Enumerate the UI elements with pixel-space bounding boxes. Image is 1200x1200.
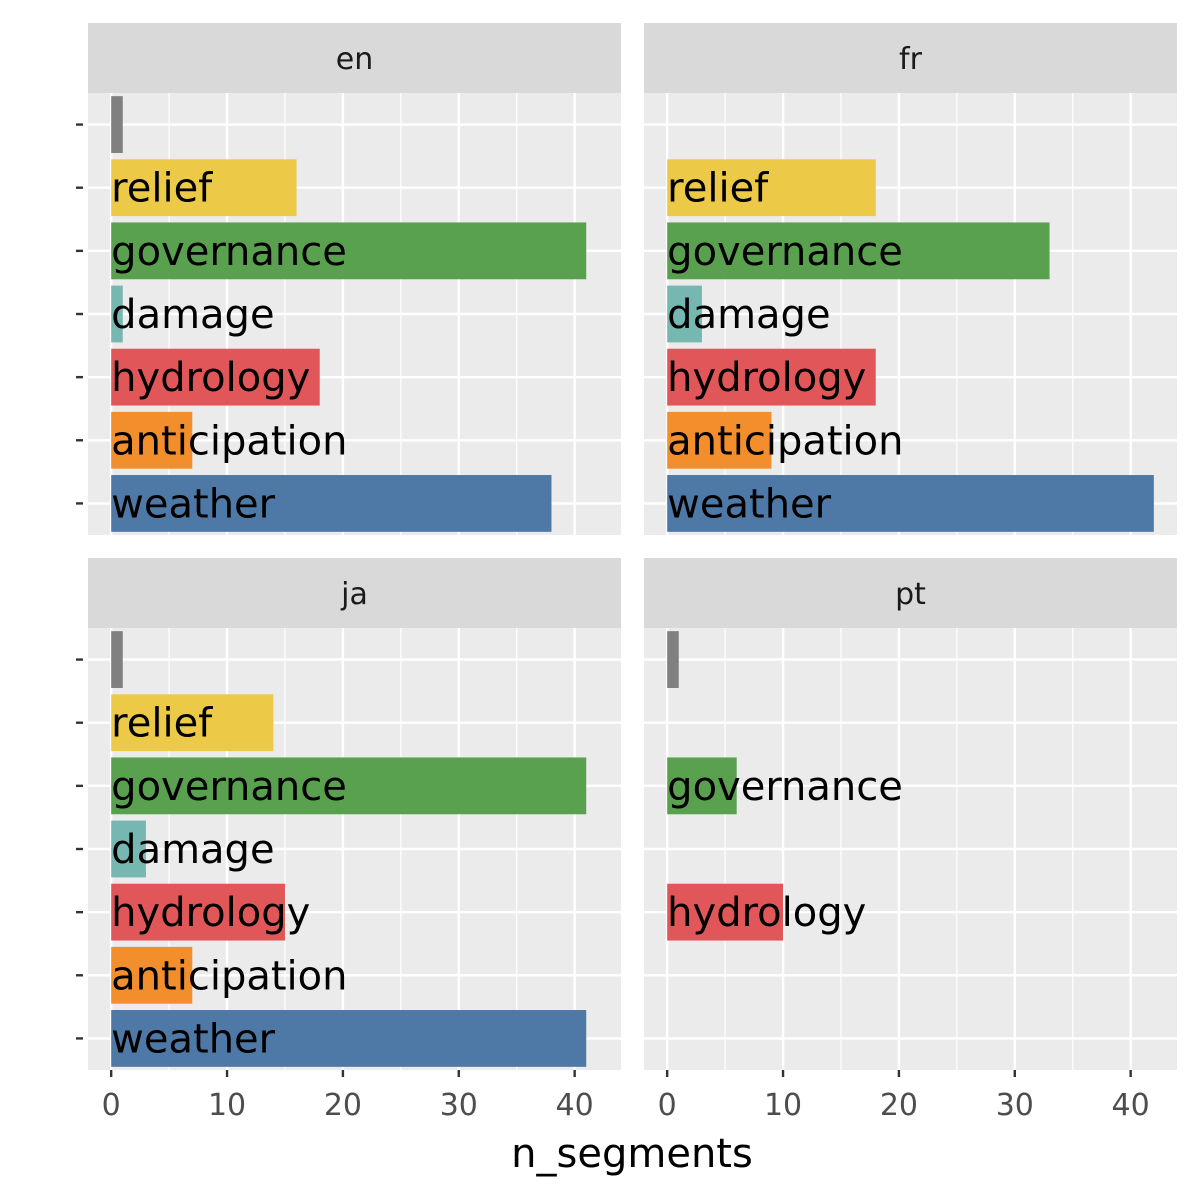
facet-strip-label: pt	[895, 577, 926, 612]
x-tick-label: 10	[208, 1088, 246, 1123]
x-tick-label: 30	[440, 1088, 478, 1123]
bar-label-hydrology: hydrology	[111, 890, 310, 936]
bar-weather	[111, 1010, 587, 1067]
bar-label-anticipation: anticipation	[111, 953, 347, 999]
facet-strip-label: fr	[899, 42, 923, 77]
bar-label-anticipation: anticipation	[667, 418, 903, 464]
bar-label-damage: damage	[111, 827, 274, 873]
bars	[667, 631, 784, 941]
bar-label-relief: relief	[111, 166, 213, 212]
bar-governance	[111, 222, 587, 280]
bars	[111, 96, 587, 532]
facet-strip-label: en	[336, 42, 373, 77]
bar-anticipation	[111, 946, 193, 1004]
bar-labels: weather anticipation hydrology damage govern…	[111, 701, 347, 1063]
bar-unlabeled	[111, 631, 123, 688]
bar-label-governance: governance	[111, 764, 347, 810]
x-tick-label: 40	[1112, 1088, 1150, 1123]
facet-strip	[644, 23, 1177, 93]
bar-label-relief: relief	[111, 701, 213, 747]
bar-governance	[667, 757, 737, 815]
bar-weather	[111, 475, 552, 532]
bar-hydrology	[111, 883, 285, 941]
bar-label-weather: weather	[667, 481, 831, 527]
bar-label-anticipation: anticipation	[111, 418, 347, 464]
bar-label-weather: weather	[111, 1016, 275, 1062]
bar-label-hydrology: hydrology	[667, 890, 866, 936]
bar-labels: hydrology governance	[667, 764, 903, 936]
panel-ja: ja weather anticipation hydrology damage gove…	[76, 558, 621, 1123]
x-tick-label: 10	[764, 1088, 802, 1123]
bar-unlabeled	[111, 96, 123, 153]
panel-en: en weather anticipation hydrology damage gove…	[76, 23, 621, 535]
bar-relief	[667, 159, 876, 217]
bar-hydrology	[667, 348, 876, 406]
facet-strip-label: ja	[340, 577, 368, 612]
x-tick-label: 30	[996, 1088, 1034, 1123]
bar-damage	[667, 285, 702, 343]
bar-label-governance: governance	[111, 229, 347, 275]
bar-label-governance: governance	[667, 229, 903, 275]
bar-hydrology	[667, 883, 784, 941]
x-tick-label: 0	[102, 1088, 121, 1123]
bar-hydrology	[111, 348, 320, 406]
bar-unlabeled	[667, 631, 679, 688]
bar-damage	[111, 285, 123, 343]
bars	[111, 631, 587, 1067]
x-axis-title: n_segments	[511, 1131, 753, 1177]
bar-label-hydrology: hydrology	[667, 355, 866, 401]
bars	[667, 159, 1154, 532]
bar-label-damage: damage	[111, 292, 274, 338]
bar-label-hydrology: hydrology	[111, 355, 310, 401]
x-tick-label: 0	[658, 1088, 677, 1123]
bar-weather	[667, 475, 1154, 532]
bar-anticipation	[667, 411, 772, 469]
bar-label-governance: governance	[667, 764, 903, 810]
bar-relief	[111, 159, 297, 217]
bar-damage	[111, 820, 146, 878]
facet-strip	[644, 558, 1177, 628]
bar-labels: weather anticipation hydrology damage govern…	[111, 166, 347, 528]
bar-anticipation	[111, 411, 193, 469]
x-tick-label: 40	[556, 1088, 594, 1123]
facet-strip	[88, 558, 621, 628]
bar-label-weather: weather	[111, 481, 275, 527]
facet-strip	[88, 23, 621, 93]
x-tick-label: 20	[324, 1088, 362, 1123]
bar-governance	[667, 222, 1050, 280]
bar-relief	[111, 694, 274, 752]
bar-labels: weather anticipation hydrology damage govern…	[667, 166, 903, 528]
panel-pt: pt hydrology governance 0 10 20 30 40	[644, 558, 1177, 1123]
panel-fr: fr weather anticipation hydrology damage gove…	[644, 23, 1177, 535]
bar-label-relief: relief	[667, 166, 769, 212]
x-tick-label: 20	[880, 1088, 918, 1123]
bar-label-damage: damage	[667, 292, 830, 338]
bar-governance	[111, 757, 587, 815]
